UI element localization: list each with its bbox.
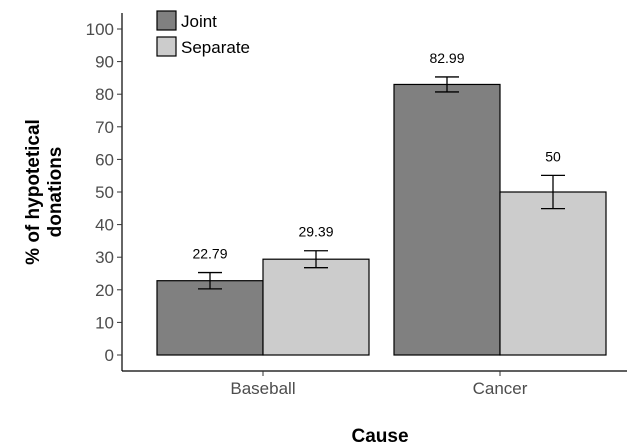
legend: Joint Separate: [156, 10, 250, 57]
y-tick-label: 100: [86, 20, 114, 39]
y-tick-label: 90: [95, 53, 114, 72]
y-tick-label: 80: [95, 85, 114, 104]
data-label: 29.39: [298, 224, 333, 240]
x-axis-title: Cause: [351, 426, 408, 444]
legend-swatch-joint: [156, 10, 177, 31]
legend-label-separate: Separate: [181, 38, 250, 57]
y-tick-label: 30: [95, 248, 114, 267]
x-tick-label: Baseball: [230, 379, 295, 398]
bar-separate-baseball: [262, 258, 370, 356]
legend-swatch-separate: [156, 36, 177, 57]
bar-joint-cancer: [393, 83, 501, 356]
legend-label-joint: Joint: [181, 12, 217, 31]
data-label: 82.99: [429, 50, 464, 66]
bars: [156, 76, 607, 356]
y-axis-title-line-2: donations: [45, 147, 66, 238]
y-tick-label: 70: [95, 118, 114, 137]
x-tick-label: Cancer: [473, 379, 528, 398]
data-label: 50: [545, 148, 561, 164]
y-tick-label: 50: [95, 183, 114, 202]
axes: 0 10 20 30 40 50 60 70 80 90 100 Baseball Cancer: [86, 13, 627, 398]
y-tick-label: 40: [95, 216, 114, 235]
y-axis-title-line-1: % of hypotetical: [23, 119, 44, 265]
data-label: 22.79: [192, 246, 227, 262]
y-tick-label: 60: [95, 150, 114, 169]
y-tick-label: 0: [105, 346, 114, 365]
bar-joint-baseball: [156, 280, 264, 356]
bar-separate-cancer: [499, 191, 607, 356]
data-labels: 22.79 82.99 29.39 50: [192, 50, 561, 262]
y-axis-title: % of hypotetical donations: [23, 119, 66, 265]
y-tick-label: 10: [95, 313, 114, 332]
y-tick-label: 20: [95, 281, 114, 300]
